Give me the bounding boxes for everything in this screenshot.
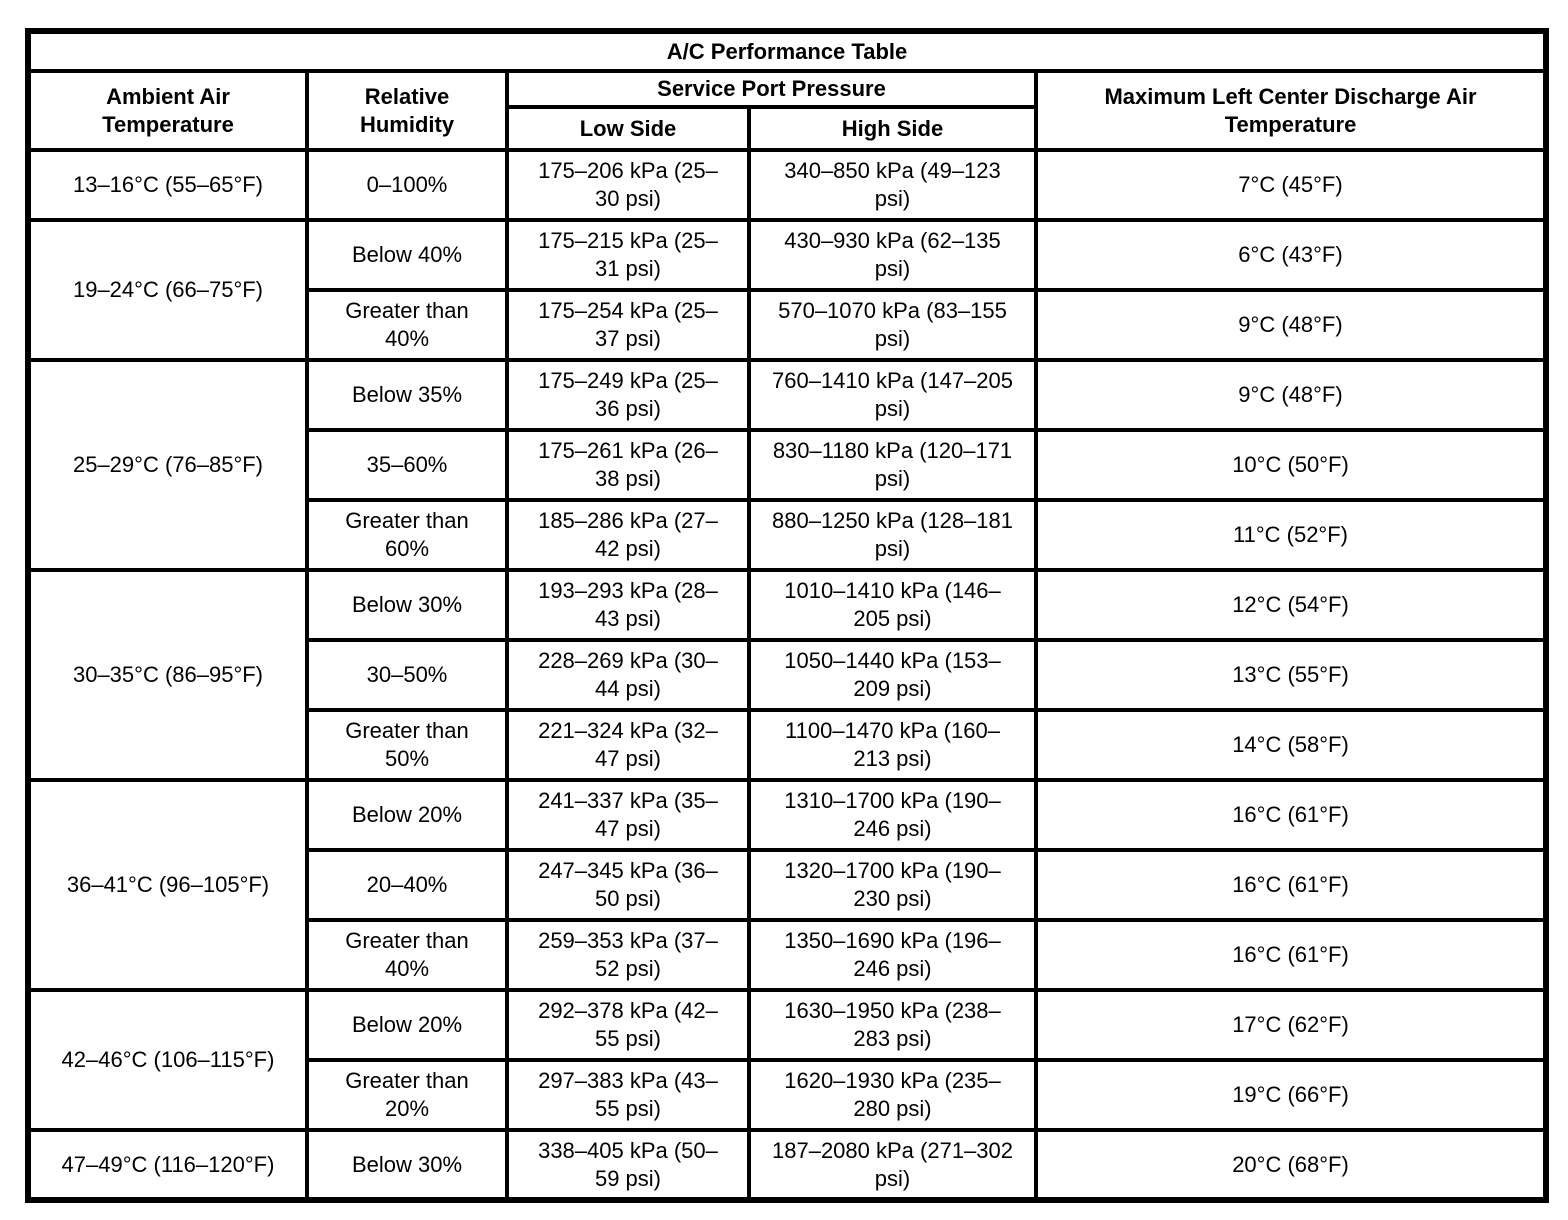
humidity-cell: Greater than 40% [305,288,509,362]
high-side-cell: 1320–1700 kPa (190–230 psi) [747,848,1038,922]
humidity-cell: 20–40% [305,848,509,922]
col-header-high-side: High Side [747,105,1038,152]
low-side-cell: 247–345 kPa (36–50 psi) [505,848,751,922]
low-side-cell: 259–353 kPa (37–52 psi) [505,918,751,992]
humidity-cell: Greater than 20% [305,1058,509,1132]
high-side-cell: 1310–1700 kPa (190–246 psi) [747,778,1038,852]
ambient-cell: 19–24°C (66–75°F) [26,218,309,362]
table-row: 42–46°C (106–115°F) Below 20% 292–378 kP… [26,988,1549,1132]
table-row: 30–50% 228–269 kPa (30–44 psi) 1050–1440… [28,638,1549,712]
discharge-cell: 11°C (52°F) [1033,498,1549,572]
col-header-humidity: Relative Humidity [305,69,509,152]
col-header-low-side: Low Side [505,105,751,152]
high-side-cell: 1620–1930 kPa (235–280 psi) [747,1058,1038,1132]
high-side-cell: 187–2080 kPa (271–302 psi) [747,1128,1038,1202]
discharge-cell: 14°C (58°F) [1033,708,1549,782]
low-side-cell: 297–383 kPa (43–55 psi) [505,1058,751,1132]
humidity-cell: Greater than 50% [305,708,509,782]
humidity-cell: 0–100% [305,148,509,222]
discharge-cell: 9°C (48°F) [1033,358,1549,432]
header-row-top: Ambient Air Temperature Relative Humidit… [26,69,1549,152]
low-side-cell: 241–337 kPa (35–47 psi) [505,778,751,852]
high-side-cell: 570–1070 kPa (83–155 psi) [747,288,1038,362]
humidity-cell: Below 40% [305,218,509,292]
table-row: 30–35°C (86–95°F) Below 30% 193–293 kPa … [26,568,1549,782]
low-side-cell: 175–215 kPa (25–31 psi) [505,218,751,292]
humidity-cell: Greater than 40% [305,918,509,992]
humidity-cell: Below 20% [305,778,509,852]
table-row: Greater than 60% 185–286 kPa (27–42 psi)… [28,498,1549,572]
table-row: 19–24°C (66–75°F) Below 40% 175–215 kPa … [26,218,1549,362]
table-row: 36–41°C (96–105°F) Below 20% 241–337 kPa… [26,778,1549,992]
low-side-cell: 175–249 kPa (25–36 psi) [505,358,751,432]
table-row: Greater than 20% 297–383 kPa (43–55 psi)… [28,1058,1549,1132]
discharge-cell: 13°C (55°F) [1033,638,1549,712]
discharge-cell: 19°C (66°F) [1033,1058,1549,1132]
ambient-cell: 36–41°C (96–105°F) [26,778,309,992]
discharge-cell: 10°C (50°F) [1033,428,1549,502]
table-row: Greater than 40% 175–254 kPa (25–37 psi)… [28,288,1549,362]
table-title: A/C Performance Table [25,29,1549,73]
discharge-cell: 20°C (68°F) [1033,1128,1549,1202]
high-side-cell: 340–850 kPa (49–123 psi) [747,148,1038,222]
high-side-cell: 1630–1950 kPa (238–283 psi) [747,988,1038,1062]
low-side-cell: 185–286 kPa (27–42 psi) [505,498,751,572]
low-side-cell: 175–254 kPa (25–37 psi) [505,288,751,362]
ambient-cell: 13–16°C (55–65°F) [26,148,309,222]
humidity-cell: Below 30% [305,1128,509,1202]
low-side-cell: 228–269 kPa (30–44 psi) [505,638,751,712]
high-side-cell: 1050–1440 kPa (153–209 psi) [747,638,1038,712]
low-side-cell: 292–378 kPa (42–55 psi) [505,988,751,1062]
low-side-cell: 175–261 kPa (26–38 psi) [505,428,751,502]
table-row: 35–60% 175–261 kPa (26–38 psi) 830–1180 … [28,428,1549,502]
ambient-cell: 42–46°C (106–115°F) [26,988,309,1132]
high-side-cell: 760–1410 kPa (147–205 psi) [747,358,1038,432]
table-row: Greater than 40% 259–353 kPa (37–52 psi)… [28,918,1549,992]
humidity-cell: Greater than 60% [305,498,509,572]
ambient-cell: 25–29°C (76–85°F) [26,358,309,572]
table-row: Greater than 50% 221–324 kPa (32–47 psi)… [28,708,1549,782]
humidity-cell: Below 35% [305,358,509,432]
ambient-cell: 47–49°C (116–120°F) [26,1128,309,1202]
low-side-cell: 221–324 kPa (32–47 psi) [505,708,751,782]
ac-performance-table: A/C Performance Table Ambient Air Temper… [25,28,1550,1203]
humidity-cell: 30–50% [305,638,509,712]
humidity-cell: Below 20% [305,988,509,1062]
col-header-ambient: Ambient Air Temperature [26,69,309,152]
high-side-cell: 430–930 kPa (62–135 psi) [747,218,1038,292]
high-side-cell: 880–1250 kPa (128–181 psi) [747,498,1038,572]
table-row: 20–40% 247–345 kPa (36–50 psi) 1320–1700… [28,848,1549,922]
humidity-cell: Below 30% [305,568,509,642]
discharge-cell: 17°C (62°F) [1033,988,1549,1062]
table-row: 25–29°C (76–85°F) Below 35% 175–249 kPa … [26,358,1549,572]
discharge-cell: 16°C (61°F) [1033,918,1549,992]
discharge-cell: 6°C (43°F) [1033,218,1549,292]
high-side-cell: 1010–1410 kPa (146–205 psi) [747,568,1038,642]
low-side-cell: 175–206 kPa (25–30 psi) [505,148,751,222]
table-row: 47–49°C (116–120°F) Below 30% 338–405 kP… [26,1128,1549,1202]
col-header-service-port-pressure: Service Port Pressure [505,69,1038,109]
table-row: 13–16°C (55–65°F) 0–100% 175–206 kPa (25… [26,148,1549,222]
high-side-cell: 830–1180 kPa (120–171 psi) [747,428,1038,502]
header-row-sub: Low Side High Side [28,105,1546,152]
discharge-cell: 12°C (54°F) [1033,568,1549,642]
low-side-cell: 193–293 kPa (28–43 psi) [505,568,751,642]
humidity-cell: 35–60% [305,428,509,502]
title-row: A/C Performance Table [25,29,1549,73]
discharge-cell: 16°C (61°F) [1033,778,1549,852]
discharge-cell: 16°C (61°F) [1033,848,1549,922]
discharge-cell: 7°C (45°F) [1033,148,1549,222]
high-side-cell: 1100–1470 kPa (160–213 psi) [747,708,1038,782]
col-header-max-discharge: Maximum Left Center Discharge Air Temper… [1033,69,1549,152]
low-side-cell: 338–405 kPa (50–59 psi) [505,1128,751,1202]
discharge-cell: 9°C (48°F) [1033,288,1549,362]
high-side-cell: 1350–1690 kPa (196–246 psi) [747,918,1038,992]
ambient-cell: 30–35°C (86–95°F) [26,568,309,782]
